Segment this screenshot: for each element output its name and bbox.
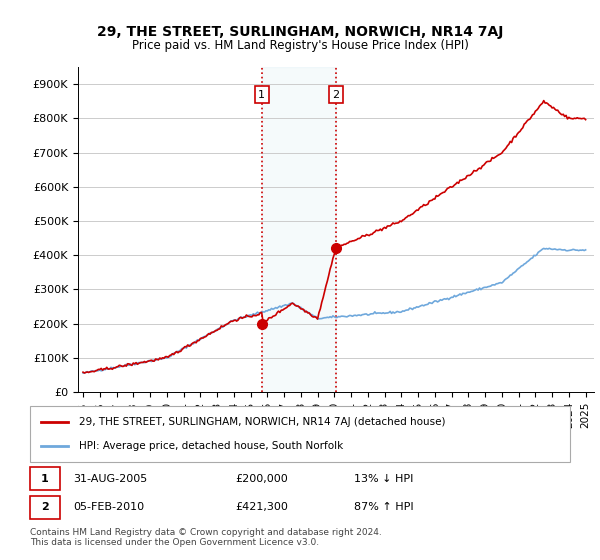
- Text: 2: 2: [41, 502, 49, 512]
- Text: 2: 2: [332, 90, 339, 100]
- Text: 13% ↓ HPI: 13% ↓ HPI: [354, 474, 413, 484]
- Text: HPI: Average price, detached house, South Norfolk: HPI: Average price, detached house, Sout…: [79, 441, 343, 451]
- Text: 1: 1: [41, 474, 49, 484]
- Text: 1: 1: [258, 90, 265, 100]
- Text: Price paid vs. HM Land Registry's House Price Index (HPI): Price paid vs. HM Land Registry's House …: [131, 39, 469, 52]
- Text: 87% ↑ HPI: 87% ↑ HPI: [354, 502, 413, 512]
- Bar: [262, 67, 336, 392]
- Text: £421,300: £421,300: [235, 502, 288, 512]
- Text: 29, THE STREET, SURLINGHAM, NORWICH, NR14 7AJ: 29, THE STREET, SURLINGHAM, NORWICH, NR1…: [97, 25, 503, 39]
- Text: 05-FEB-2010: 05-FEB-2010: [73, 502, 145, 512]
- Text: 29, THE STREET, SURLINGHAM, NORWICH, NR14 7AJ (detached house): 29, THE STREET, SURLINGHAM, NORWICH, NR1…: [79, 417, 445, 427]
- Text: Contains HM Land Registry data © Crown copyright and database right 2024.
This d: Contains HM Land Registry data © Crown c…: [30, 528, 382, 547]
- FancyBboxPatch shape: [30, 496, 60, 519]
- Text: 31-AUG-2005: 31-AUG-2005: [73, 474, 148, 484]
- Text: £200,000: £200,000: [235, 474, 288, 484]
- FancyBboxPatch shape: [30, 406, 570, 462]
- FancyBboxPatch shape: [30, 468, 60, 491]
